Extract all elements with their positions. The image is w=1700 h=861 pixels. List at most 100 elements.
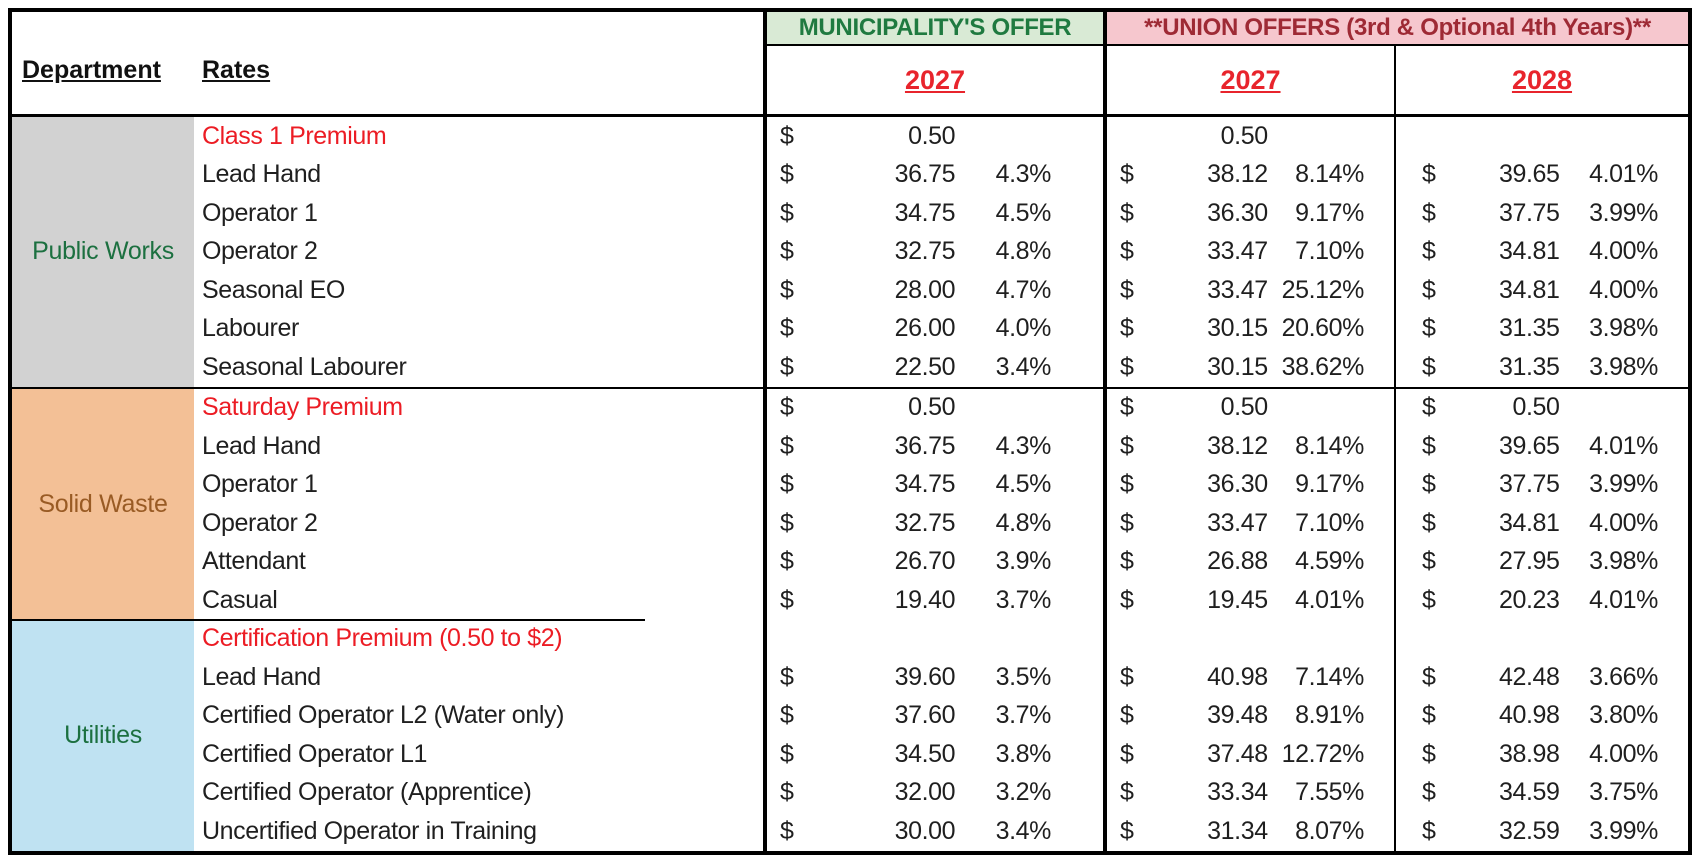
dollar-sign: $: [1120, 160, 1134, 189]
rate-percent: 4.00%: [1589, 739, 1658, 768]
union-2027-offer-cell: $ 40.98 7.14%: [1107, 658, 1396, 697]
dollar-sign: $: [1120, 662, 1134, 691]
union-2027-offer-cell: $ 38.12 8.14%: [1107, 427, 1396, 466]
rate-percent: 4.00%: [1589, 237, 1658, 266]
dollar-sign: $: [780, 393, 794, 422]
table-header: Department Rates MUNICIPALITY'S OFFER **…: [12, 12, 1688, 117]
rate-label: Operator 2: [194, 504, 767, 543]
municipality-offer-cell: $ 36.75 4.3%: [767, 427, 1107, 466]
rate-amount: 26.88: [1207, 547, 1268, 576]
union-year-2027-header: 2027: [1107, 46, 1396, 114]
union-2027-offer-cell: $ 36.30 9.17%: [1107, 465, 1396, 504]
dollar-sign: $: [1120, 314, 1134, 343]
dollar-sign: $: [1422, 778, 1436, 807]
rate-amount: 32.59: [1498, 816, 1560, 845]
rate-percent: 4.01%: [1589, 160, 1658, 189]
rate-amount: 27.95: [1498, 547, 1560, 576]
rate-amount: 0.50: [1220, 121, 1268, 150]
rate-label: Seasonal Labourer: [194, 348, 767, 387]
rate-percent: 4.5%: [995, 470, 1052, 499]
rate-label: Certification Premium (0.50 to $2): [194, 619, 767, 658]
union-2027-offer-cell: 0.50: [1107, 117, 1396, 156]
rate-percent: 7.10%: [1295, 237, 1364, 266]
rate-percent: 25.12%: [1281, 275, 1365, 304]
municipality-offer-cell: [767, 619, 1107, 658]
rate-amount: 31.35: [1498, 314, 1560, 343]
rate-label: Class 1 Premium: [194, 117, 767, 156]
rate-label: Labourer: [194, 309, 767, 348]
rate-amount: 34.81: [1498, 508, 1560, 537]
rate-amount: 20.23: [1498, 585, 1560, 614]
rate-amount: 32.75: [894, 508, 956, 537]
rate-percent: 3.75%: [1589, 778, 1658, 807]
rate-percent: 3.66%: [1589, 662, 1658, 691]
union-2028-offer-cell: $ 27.95 3.98%: [1396, 543, 1688, 582]
union-2027-offer-cell: $ 31.34 8.07%: [1107, 812, 1396, 851]
dollar-sign: $: [1422, 739, 1436, 768]
rate-percent: 3.5%: [995, 662, 1052, 691]
union-2027-offer-cell: $ 37.48 12.72%: [1107, 735, 1396, 774]
table-body: Public Works Class 1 Premium $ 0.50 0.50…: [12, 117, 1688, 851]
rate-percent: 3.80%: [1589, 701, 1658, 730]
union-2027-offer-cell: $ 30.15 20.60%: [1107, 309, 1396, 348]
rate-amount: 30.15: [1207, 314, 1268, 343]
dollar-sign: $: [780, 739, 794, 768]
rate-percent: 12.72%: [1281, 739, 1365, 768]
rate-percent: 9.17%: [1295, 470, 1364, 499]
rate-amount: 0.50: [1512, 393, 1560, 422]
rate-amount: 39.65: [1498, 160, 1560, 189]
union-year-2028-header: 2028: [1511, 64, 1573, 95]
rate-amount: 0.50: [908, 393, 956, 422]
department-cell: Utilities: [12, 619, 194, 851]
dollar-sign: $: [1120, 431, 1134, 460]
rate-percent: 3.8%: [995, 739, 1052, 768]
rate-percent: 9.17%: [1295, 198, 1364, 227]
dollar-sign: $: [780, 275, 794, 304]
department-column-header: Department: [22, 56, 161, 84]
rate-amount: 34.81: [1498, 275, 1560, 304]
dollar-sign: $: [780, 778, 794, 807]
union-2027-offer-cell: $ 30.15 38.62%: [1107, 348, 1396, 387]
dollar-sign: $: [1422, 431, 1436, 460]
union-2027-offer-cell: $ 26.88 4.59%: [1107, 542, 1396, 581]
dollar-sign: $: [1120, 275, 1134, 304]
rate-label: Certified Operator L1: [194, 735, 767, 774]
dollar-sign: $: [1422, 701, 1436, 730]
dollar-sign: $: [1422, 237, 1436, 266]
municipality-offer-cell: $ 32.75 4.8%: [767, 232, 1107, 271]
union-2028-offer-cell: $ 38.98 4.00%: [1396, 735, 1688, 774]
dollar-sign: $: [1422, 314, 1436, 343]
rate-amount: 34.50: [894, 739, 956, 768]
dollar-sign: $: [1422, 393, 1436, 422]
rate-amount: 34.81: [1498, 237, 1560, 266]
municipality-offer-cell: $ 22.50 3.4%: [767, 348, 1107, 387]
union-2028-offer-cell: $ 31.35 3.98%: [1396, 348, 1688, 387]
dollar-sign: $: [780, 198, 794, 227]
dollar-sign: $: [1422, 585, 1436, 614]
rate-percent: 38.62%: [1281, 352, 1365, 381]
rate-amount: 31.34: [1207, 816, 1268, 845]
rate-percent: 3.4%: [995, 352, 1052, 381]
rate-percent: 4.8%: [995, 237, 1052, 266]
dollar-sign: $: [780, 121, 794, 150]
rate-amount: 28.00: [894, 275, 956, 304]
rate-label: Lead Hand: [194, 155, 767, 194]
union-2028-offer-cell: [1396, 117, 1688, 156]
dollar-sign: $: [1422, 662, 1436, 691]
rate-percent: 4.01%: [1589, 431, 1658, 460]
rate-amount: 32.00: [894, 778, 956, 807]
dollar-sign: $: [780, 816, 794, 845]
rate-amount: 42.48: [1498, 662, 1560, 691]
union-2028-offer-cell: $ 34.59 3.75%: [1396, 774, 1688, 813]
municipality-offer-cell: $ 19.40 3.7%: [767, 581, 1107, 620]
dollar-sign: $: [780, 547, 794, 576]
rate-percent: 3.99%: [1589, 470, 1658, 499]
municipality-offer-header: MUNICIPALITY'S OFFER: [767, 12, 1107, 46]
union-2027-offer-cell: [1107, 619, 1396, 658]
rate-label: Seasonal EO: [194, 271, 767, 310]
dollar-sign: $: [1120, 585, 1134, 614]
dollar-sign: $: [1120, 508, 1134, 537]
rate-percent: 7.10%: [1295, 508, 1364, 537]
rate-amount: 32.75: [894, 237, 956, 266]
dollar-sign: $: [1120, 198, 1134, 227]
